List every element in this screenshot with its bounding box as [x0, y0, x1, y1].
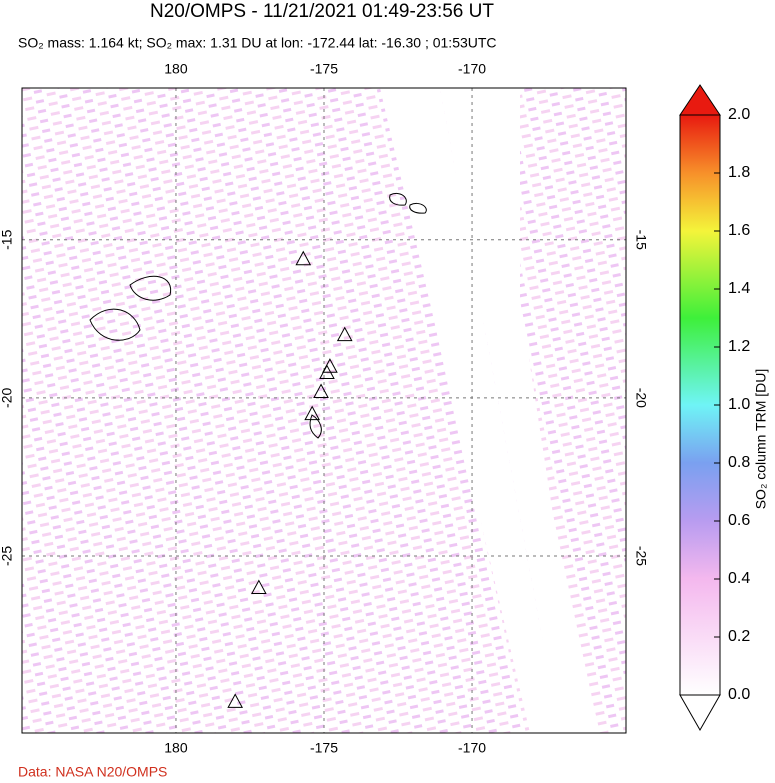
colorbar-tick-label: 1.8	[728, 164, 750, 181]
colorbar-tick-label: 0.8	[728, 454, 750, 471]
no-data-gap	[380, 88, 560, 733]
colorbar-label: SO₂ column TRM [DU]	[753, 369, 769, 510]
colorbar-max-arrow	[679, 84, 721, 116]
volcano-marker	[313, 383, 329, 399]
y-tick-label: -15	[0, 229, 15, 249]
colorbar-tick-label: 1.0	[728, 396, 750, 413]
x-tick-label: -175	[310, 61, 338, 77]
y-tick-label: -25	[633, 546, 649, 566]
volcano-marker	[336, 326, 353, 342]
x-tick-label: -170	[458, 740, 486, 756]
volcano-marker	[227, 693, 244, 708]
coastline	[89, 192, 427, 439]
subtitle: SO₂ mass: 1.164 kt; SO₂ max: 1.31 DU at …	[18, 35, 497, 51]
y-tick-label: -15	[633, 230, 649, 250]
no-data-gap	[440, 88, 600, 733]
colorbar-tick-label: 1.4	[728, 280, 750, 297]
volcano-marker	[295, 250, 312, 266]
x-tick-label: -175	[310, 740, 338, 756]
colorbar-tick-label: 1.6	[728, 222, 750, 239]
y-tick-label: -25	[0, 546, 15, 566]
colorbar-tick-label: 0.2	[728, 628, 750, 645]
colorbar-tick-label: 0.6	[728, 512, 750, 529]
volcano-marker	[319, 364, 335, 380]
colorbar-min-arrow	[679, 694, 721, 732]
x-tick-label: 180	[164, 61, 188, 77]
colorbar	[679, 114, 721, 696]
y-tick-label: -20	[633, 388, 649, 408]
credit: Data: NASA N20/OMPS	[18, 764, 167, 780]
y-tick-label: -20	[0, 388, 15, 408]
x-tick-label: -170	[458, 61, 486, 77]
colorbar-tick-label: 0.4	[728, 570, 750, 587]
volcano-marker	[251, 579, 267, 595]
colorbar-tick-label: 2.0	[728, 106, 750, 123]
x-tick-label: 180	[164, 740, 188, 756]
colorbar-tick-label: 0.0	[728, 686, 750, 703]
colorbar-tick-label: 1.2	[728, 338, 750, 355]
title: N20/OMPS - 11/21/2021 01:49-23:56 UT	[150, 1, 494, 22]
volcano-marker	[304, 405, 320, 421]
map-frame	[21, 87, 627, 734]
